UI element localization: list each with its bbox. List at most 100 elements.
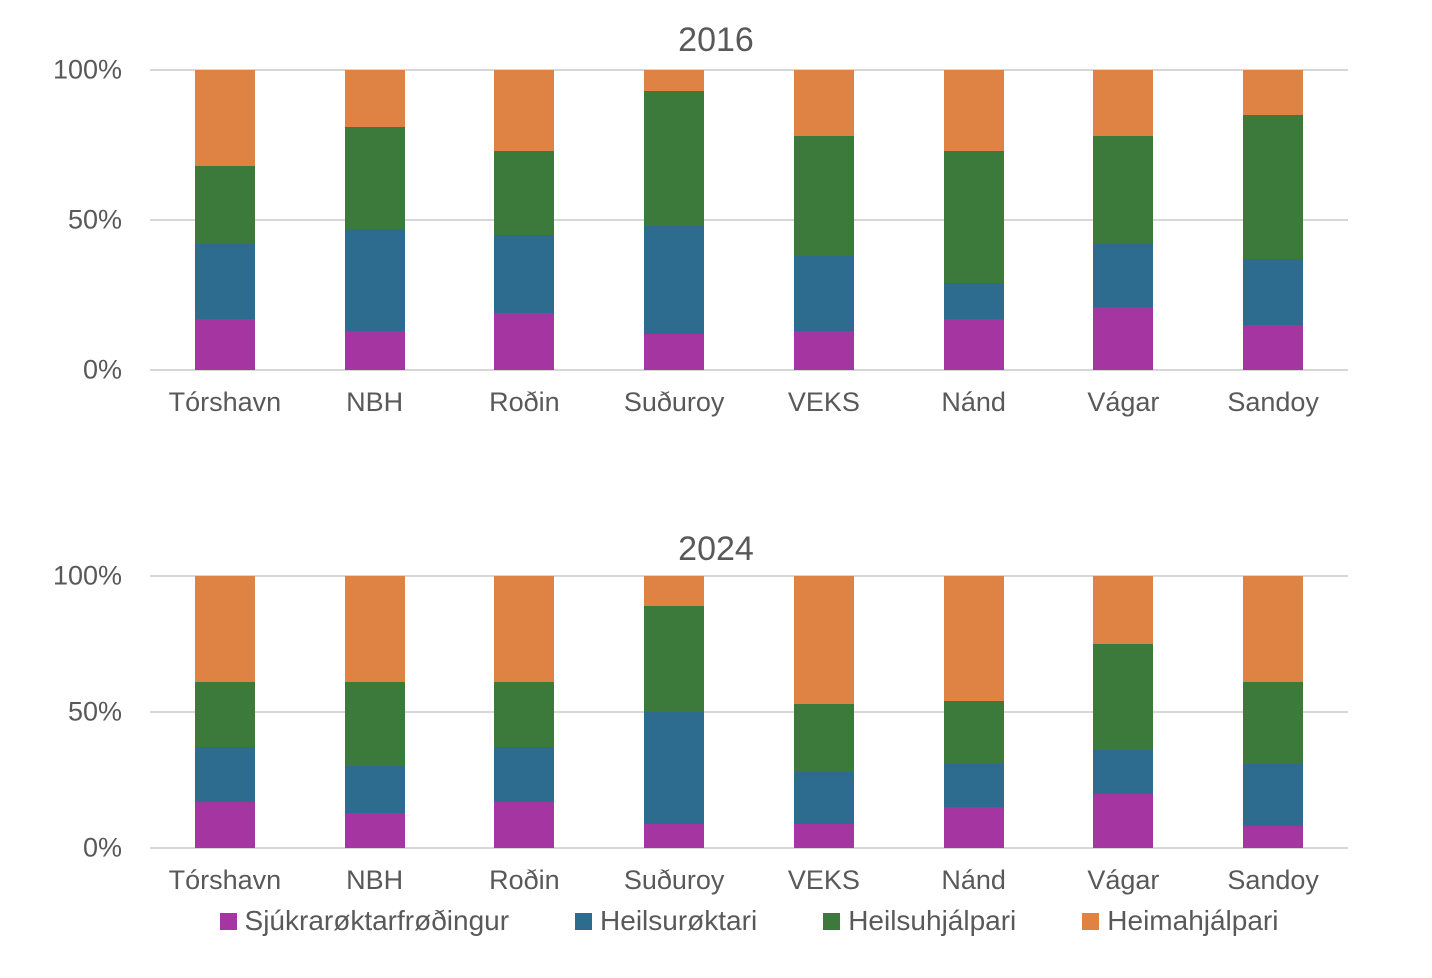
segment-sj-krar-ktarfr-ingur-t-rshavn [194,801,255,848]
y-axis-tick-0: 0% [82,832,122,863]
segment-heimahj-lpari-sandoy [1243,576,1304,683]
legend-item-heilsuhj-lpari: Heilsuhjálpari [823,905,1016,937]
legend-item-sj-krar-ktarfr-ingur: Sjúkrarøktarfrøðingur [219,905,509,937]
x-axis-label-n-nd: Nánd [941,387,1006,417]
bar-slot-ro-in [450,576,600,848]
bar-slot-n-nd [899,576,1049,848]
bar-slot-t-rshavn [150,70,300,370]
bar-slot-su-uroy [599,576,749,848]
stacked-bar-veks [793,70,854,370]
segment-heilsuhj-lpari-n-nd [943,151,1004,283]
segment-heilsuhj-lpari-sandoy [1243,115,1304,259]
bar-slot-nbh [300,70,450,370]
segment-heilsuhj-lpari-v-gar [1093,136,1154,244]
segment-heilsur-ktari-n-nd [943,283,1004,319]
x-axis-label-veks: VEKS [787,865,860,895]
plot-wrap-2016: 100% 50% 0% [0,56,1432,383]
segment-sj-krar-ktarfr-ingur-v-gar [1093,307,1154,370]
gridline-0 [150,847,1348,849]
stacked-bar-v-gar [1093,70,1154,370]
bar-slot-veks [749,576,899,848]
y-axis-tick-0: 0% [82,354,122,385]
segment-heilsuhj-lpari-sandoy [1243,682,1304,764]
segment-heimahj-lpari-ro-in [494,576,555,683]
segment-sj-krar-ktarfr-ingur-n-nd [943,807,1004,848]
chart-title-2024: 2024 [678,530,754,568]
bar-slot-v-gar [1049,576,1199,848]
segment-sj-krar-ktarfr-ingur-sandoy [1243,826,1304,848]
segment-heimahj-lpari-t-rshavn [194,576,255,683]
bar-slot-n-nd [899,70,1049,370]
y-axis-2016: 100% 50% 0% [0,56,150,383]
gridline-50 [150,219,1348,221]
segment-heilsur-ktari-nbh [344,766,405,813]
bar-slot-ro-in [450,70,600,370]
stacked-bar-su-uroy [644,70,705,370]
y-axis-tick-50: 50% [67,696,122,727]
segment-heimahj-lpari-v-gar [1093,70,1154,136]
segment-heilsur-ktari-nbh [344,229,405,331]
stacked-bar-sandoy [1243,576,1304,848]
segment-heilsur-ktari-su-uroy [644,226,705,334]
stacked-bar-t-rshavn [194,70,255,370]
segment-heilsur-ktari-v-gar [1093,244,1154,307]
stacked-bar-ro-in [494,576,555,848]
gridline-100 [150,575,1348,577]
x-axis-label-v-gar: Vágar [1087,387,1160,417]
stacked-bar-nbh [344,576,405,848]
stacked-bar-veks [793,576,854,848]
stacked-bar-nbh [344,70,405,370]
stacked-bar-v-gar [1093,576,1154,848]
segment-heimahj-lpari-nbh [344,576,405,683]
chart-title-2016: 2016 [678,21,754,59]
gridline-100 [150,69,1348,71]
segment-heimahj-lpari-n-nd [943,576,1004,702]
legend-swatch-icon [1082,912,1100,930]
bar-slot-sandoy [1198,70,1348,370]
x-axis-label-su-uroy: Suðuroy [623,387,725,417]
segment-heilsuhj-lpari-ro-in [494,682,555,748]
segment-sj-krar-ktarfr-ingur-ro-in [494,313,555,370]
stacked-bar-t-rshavn [194,576,255,848]
stacked-bar-su-uroy [644,576,705,848]
segment-sj-krar-ktarfr-ingur-t-rshavn [194,319,255,370]
segment-sj-krar-ktarfr-ingur-sandoy [1243,325,1304,370]
segment-sj-krar-ktarfr-ingur-veks [793,331,854,370]
segment-sj-krar-ktarfr-ingur-su-uroy [644,334,705,370]
plot-area-2024 [150,575,1348,849]
segment-sj-krar-ktarfr-ingur-nbh [344,812,405,848]
bar-slot-v-gar [1049,70,1199,370]
segment-heimahj-lpari-nbh [344,70,405,127]
stacked-bar-sandoy [1243,70,1304,370]
x-axis-label-veks: VEKS [787,387,860,417]
bars-container [150,70,1348,370]
legend-item-heilsur-ktari: Heilsurøktari [575,905,757,937]
legend-label: Heimahjálpari [1107,905,1279,936]
legend-swatch-icon [219,912,237,930]
x-axis-label-t-rshavn: Tórshavn [168,865,282,895]
gridline-0 [150,369,1348,371]
segment-heilsuhj-lpari-n-nd [943,701,1004,764]
bar-slot-veks [749,70,899,370]
segment-heilsur-ktari-sandoy [1243,259,1304,325]
segment-heilsuhj-lpari-nbh [344,127,405,229]
segment-heilsur-ktari-t-rshavn [194,244,255,319]
segment-heilsur-ktari-veks [793,771,854,824]
x-axis-label-v-gar: Vágar [1087,865,1160,895]
segment-heimahj-lpari-sandoy [1243,70,1304,115]
bars-container [150,576,1348,848]
segment-heilsuhj-lpari-t-rshavn [194,682,255,748]
y-axis-tick-50: 50% [67,204,122,235]
x-axis-2016: Tórshavn NBH Roðin Suðuroy VEKS Nánd Vágar Sand… [150,370,1348,417]
segment-sj-krar-ktarfr-ingur-ro-in [494,801,555,848]
segment-heimahj-lpari-v-gar [1093,576,1154,644]
y-axis-tick-100: 100% [52,560,122,591]
segment-heilsuhj-lpari-veks [793,703,854,772]
bar-slot-sandoy [1198,576,1348,848]
segment-heilsur-ktari-sandoy [1243,763,1304,827]
segment-heilsur-ktari-t-rshavn [194,747,255,802]
segment-sj-krar-ktarfr-ingur-n-nd [943,319,1004,370]
x-axis-label-nbh: NBH [346,387,404,417]
segment-heimahj-lpari-su-uroy [644,70,705,91]
